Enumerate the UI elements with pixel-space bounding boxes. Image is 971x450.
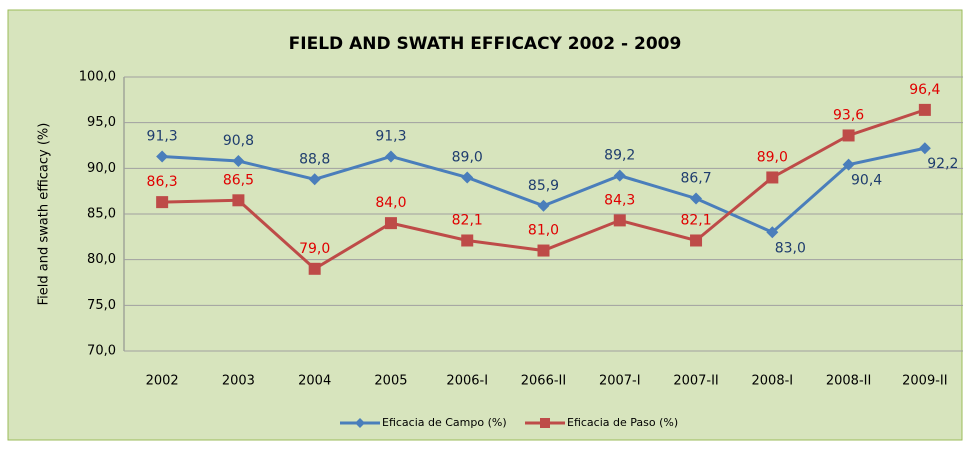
- data-label: 89,0: [452, 149, 483, 165]
- data-label: 91,3: [147, 128, 178, 144]
- point: [537, 199, 550, 212]
- point: [156, 196, 169, 209]
- data-label: 93,6: [833, 107, 864, 123]
- data-label: 91,3: [375, 128, 406, 144]
- point: [308, 262, 321, 275]
- y-tick-label: 90,0: [87, 161, 116, 176]
- point: [232, 155, 245, 168]
- point: [690, 234, 703, 247]
- data-label: 90,8: [223, 133, 254, 149]
- point: [690, 192, 703, 205]
- legend-label: Eficacia de Campo (%): [382, 416, 507, 429]
- data-label: 86,7: [680, 170, 711, 186]
- point: [461, 234, 474, 247]
- data-label: 82,1: [452, 212, 483, 228]
- point: [461, 171, 474, 184]
- x-tick-label: 2007-II: [673, 374, 718, 389]
- data-label: 88,8: [299, 151, 330, 167]
- x-tick-label: 2004: [298, 374, 331, 389]
- x-tick-label: 2005: [374, 374, 407, 389]
- point: [766, 226, 779, 239]
- x-tick-label: 2008-II: [826, 374, 871, 389]
- point: [537, 244, 550, 257]
- chart-background: [7, 9, 963, 441]
- x-tick-label: 2008-I: [752, 374, 794, 389]
- point: [384, 217, 397, 230]
- data-label: 86,5: [223, 172, 254, 188]
- point: [613, 169, 626, 182]
- data-label: 96,4: [909, 82, 940, 98]
- x-tick-label: 2002: [146, 374, 179, 389]
- data-label: 84,3: [604, 192, 635, 208]
- x-tick-label: 2066-II: [521, 374, 566, 389]
- point: [156, 150, 169, 163]
- legend-marker: [355, 418, 365, 428]
- point: [918, 103, 931, 116]
- x-tick-label: 2009-II: [902, 374, 947, 389]
- legend-marker: [540, 418, 550, 428]
- data-label: 90,4: [851, 173, 882, 189]
- point: [842, 158, 855, 171]
- point: [918, 142, 931, 155]
- data-label: 85,9: [528, 178, 559, 194]
- data-label: 89,0: [757, 149, 788, 165]
- point: [232, 194, 245, 207]
- y-tick-label: 95,0: [87, 115, 116, 130]
- x-tick-label: 2003: [222, 374, 255, 389]
- data-label: 81,0: [528, 223, 559, 239]
- legend-label: Eficacia de Paso (%): [567, 416, 678, 429]
- x-tick-label: 2006-I: [446, 374, 488, 389]
- y-tick-label: 75,0: [87, 298, 116, 313]
- y-axis-label: Field and swath efficacy (%): [37, 123, 52, 306]
- point: [766, 171, 779, 184]
- y-tick-label: 70,0: [87, 344, 116, 359]
- y-tick-label: 100,0: [79, 70, 116, 85]
- y-tick-label: 85,0: [87, 207, 116, 222]
- data-label: 86,3: [147, 174, 178, 190]
- point: [384, 150, 397, 163]
- y-tick-label: 80,0: [87, 252, 116, 267]
- point: [613, 214, 626, 227]
- data-label: 83,0: [775, 240, 806, 256]
- data-label: 82,1: [680, 212, 711, 228]
- point: [308, 173, 321, 186]
- data-label: 92,2: [927, 156, 958, 172]
- x-tick-label: 2007-I: [599, 374, 641, 389]
- data-label: 79,0: [299, 241, 330, 257]
- chart-title: FIELD AND SWATH EFFICACY 2002 - 2009: [289, 34, 682, 54]
- data-label: 84,0: [375, 195, 406, 211]
- point: [842, 129, 855, 142]
- data-label: 89,2: [604, 148, 635, 164]
